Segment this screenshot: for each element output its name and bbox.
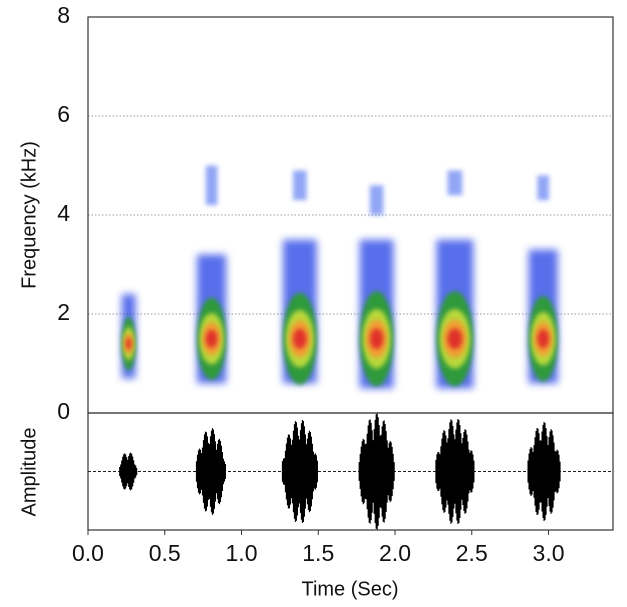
call-harmonic (537, 175, 549, 201)
waveform-burst (358, 413, 395, 530)
call-harmonic (447, 170, 463, 196)
x-tick-label: 0.5 (149, 540, 181, 566)
x-axis-title: Time (Sec) (301, 578, 398, 600)
waveform-burst (119, 452, 138, 491)
plot-frame (87, 412, 614, 531)
y-tick-label: 2 (57, 299, 70, 325)
call-energy (447, 328, 463, 350)
call-harmonic (205, 165, 218, 206)
x-tick-label: 3.0 (533, 540, 565, 566)
waveform-burst (281, 419, 318, 524)
x-tick-label: 0.0 (72, 540, 104, 566)
y-tick-label: 4 (57, 200, 70, 226)
call-energy (537, 329, 549, 349)
y-axis-title: Frequency (kHz) (18, 141, 40, 289)
x-tick-label: 2.5 (456, 540, 488, 566)
call-harmonic (369, 185, 384, 215)
y-axis-title: Amplitude (18, 428, 40, 517)
y-tick-label: 6 (57, 101, 70, 127)
waveform-burst (527, 421, 561, 522)
x-tick-label: 1.0 (226, 540, 258, 566)
x-tick-label: 1.5 (302, 540, 334, 566)
call-energy (125, 337, 132, 350)
call-harmonic (293, 170, 307, 201)
waveform-burst (435, 419, 475, 524)
call-energy (369, 328, 384, 350)
call-energy (205, 329, 218, 348)
y-tick-label: 8 (57, 2, 70, 28)
y-tick-label: 0 (57, 398, 70, 424)
waveform-burst (195, 428, 227, 515)
call-energy (293, 328, 307, 349)
x-tick-label: 2.0 (379, 540, 411, 566)
